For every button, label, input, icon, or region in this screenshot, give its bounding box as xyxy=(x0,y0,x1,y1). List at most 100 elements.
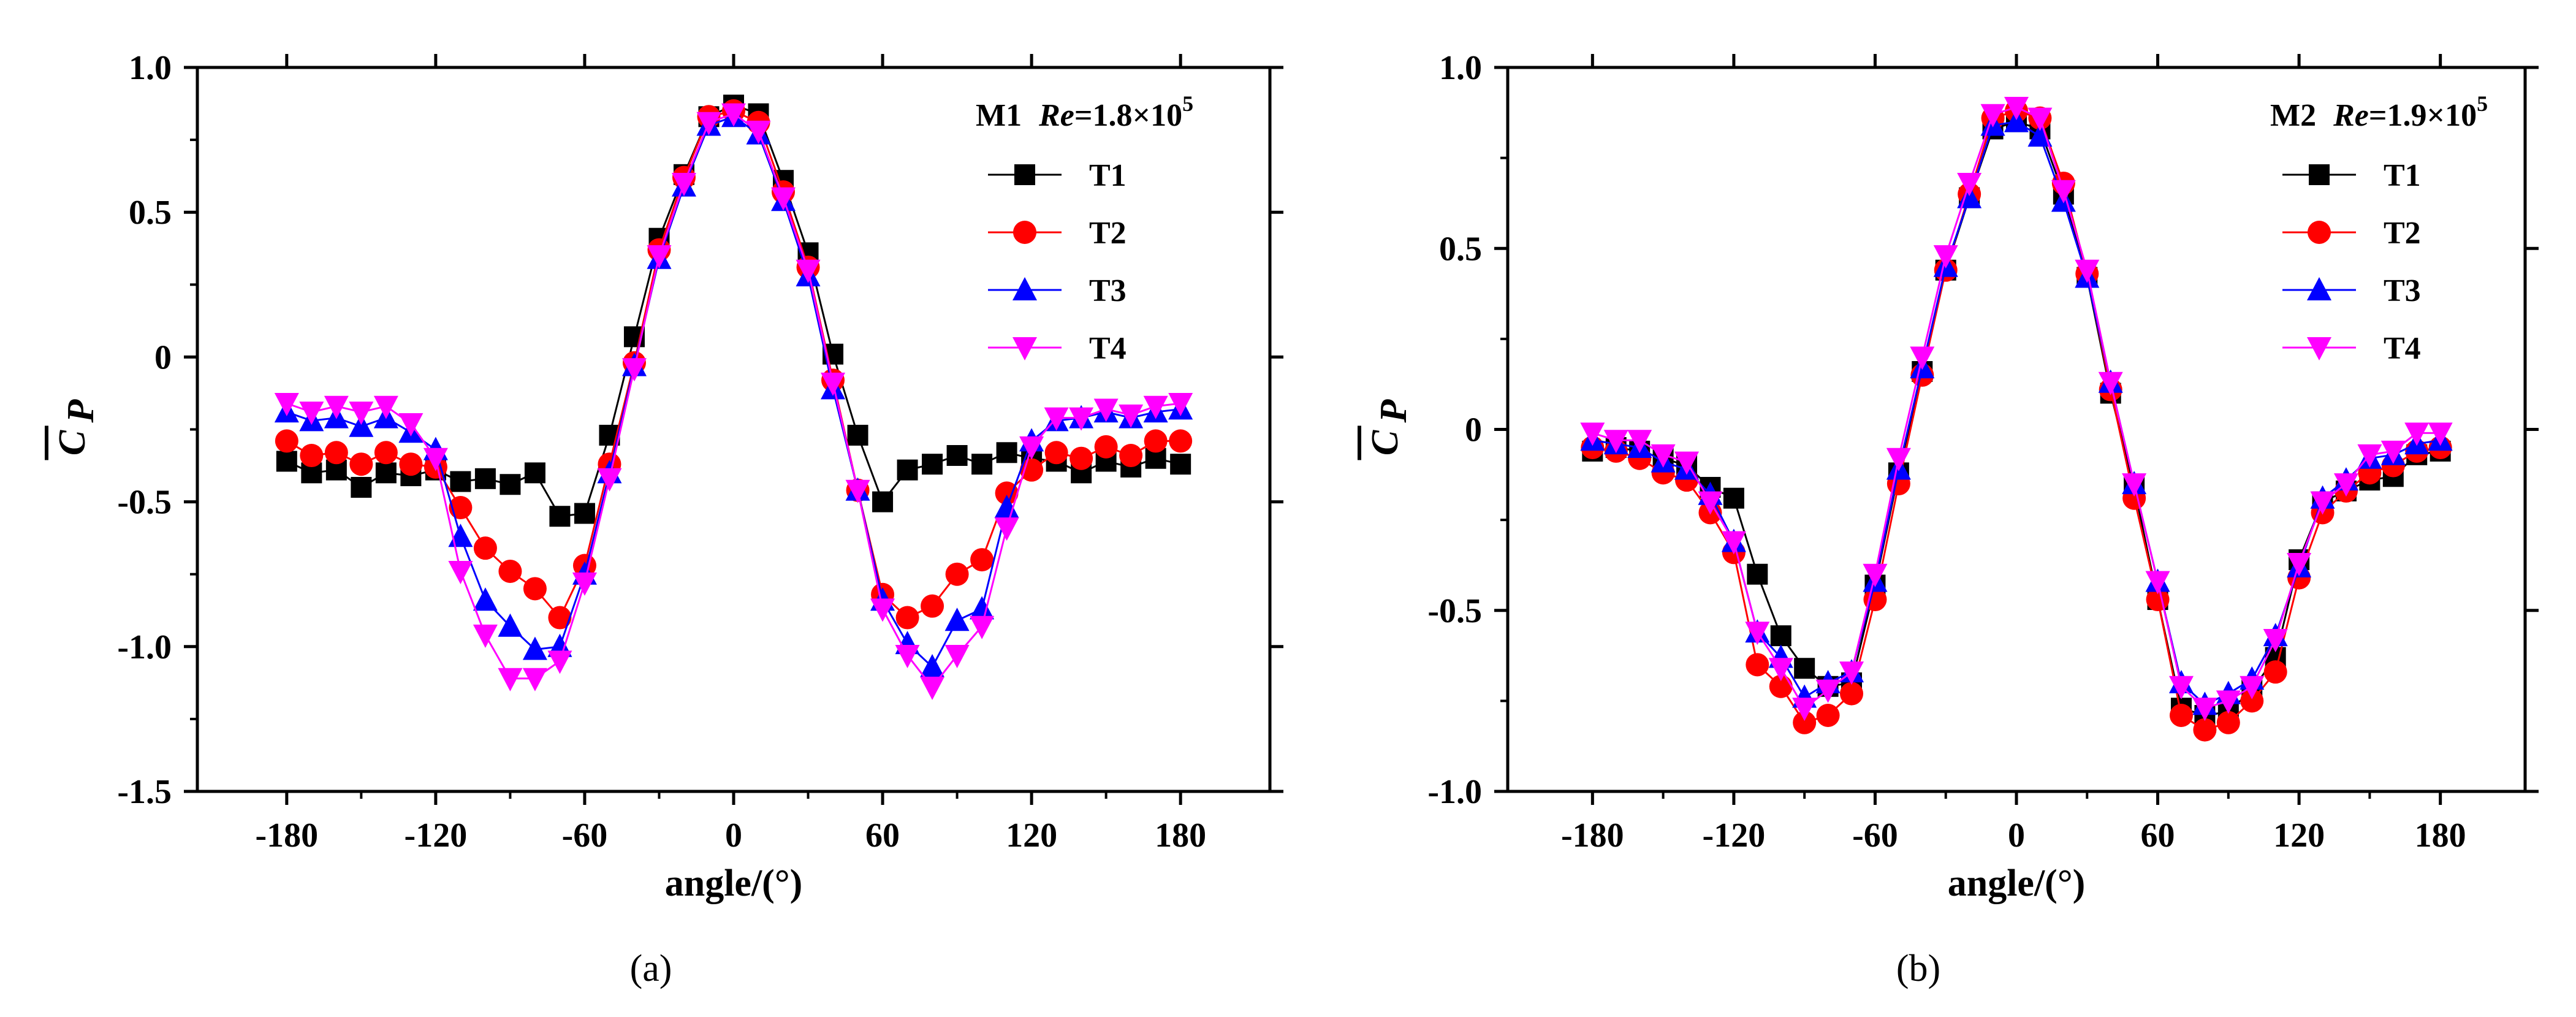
data-point-t4 xyxy=(1721,531,1746,555)
y-axis-title-main: C xyxy=(51,430,93,455)
chart-panel-a: -180 -120 -60 0 60 120 180 -1.5 -1.0 -0.5 0 0.5 1.0 a… xyxy=(45,49,1283,989)
data-point-t2 xyxy=(1119,444,1143,468)
data-point-t2 xyxy=(2240,689,2264,713)
data-point-t1 xyxy=(574,503,595,524)
series-line-t1 xyxy=(1592,121,2441,717)
data-point-t1 xyxy=(500,474,521,495)
data-point-t4 xyxy=(2122,473,2147,497)
y-axis-title: CP xyxy=(45,398,102,460)
x-tick-label: 0 xyxy=(725,817,742,855)
x-tick-label: 120 xyxy=(2273,817,2325,855)
data-point-t4 xyxy=(621,358,647,382)
data-point-t4 xyxy=(498,668,523,691)
data-point-t4 xyxy=(771,187,796,211)
data-point-t4 xyxy=(373,395,398,419)
y-axis-title-main: C xyxy=(1364,430,1406,455)
data-point-t1 xyxy=(996,442,1017,463)
legend-label-t1: T1 xyxy=(2384,158,2421,193)
y-tick-label: 0.5 xyxy=(129,194,172,232)
data-point-t1 xyxy=(1747,563,1768,585)
data-point-t4 xyxy=(2051,180,2076,204)
data-point-t2 xyxy=(945,562,969,586)
data-point-t1 xyxy=(1723,487,1744,509)
data-point-t4 xyxy=(721,103,746,127)
legend-marker-t3 xyxy=(2307,277,2331,300)
series-line-t2 xyxy=(286,110,1181,620)
data-point-t2 xyxy=(473,536,497,560)
data-point-t2 xyxy=(324,441,348,465)
data-point-t2 xyxy=(523,577,547,601)
data-point-t4 xyxy=(349,402,374,425)
data-point-t2 xyxy=(374,441,398,465)
data-point-t4 xyxy=(2357,444,2382,468)
data-point-t4 xyxy=(1143,395,1168,419)
data-point-t1 xyxy=(276,451,297,472)
legend-re-var: Re xyxy=(2333,98,2369,133)
data-point-t4 xyxy=(1044,407,1069,431)
data-point-t1 xyxy=(946,445,968,467)
data-point-t2 xyxy=(895,606,919,630)
series-t1 xyxy=(1582,111,2451,726)
legend-label-t2: T2 xyxy=(2384,216,2421,251)
series-line-t3 xyxy=(1592,121,2441,706)
chart-panel-b: -180 -120 -60 0 60 120 180 -1.0 -0.5 0 0.5 1.0 angle… xyxy=(1358,49,2539,989)
legend-header: M1 Re=1.8×105 xyxy=(976,91,1193,133)
x-tick-label: -60 xyxy=(1852,817,1898,855)
x-tick-label: 180 xyxy=(1155,817,1206,855)
data-point-t1 xyxy=(474,468,496,489)
series-t3 xyxy=(1580,109,2453,715)
data-point-t4 xyxy=(2216,690,2241,714)
data-point-t4 xyxy=(970,615,995,639)
data-point-t2 xyxy=(970,548,994,572)
series-t4 xyxy=(274,103,1193,700)
data-point-t3 xyxy=(349,413,374,437)
legend-label-t2: T2 xyxy=(1089,216,1127,251)
y-tick-label: -0.5 xyxy=(1427,592,1482,630)
data-point-t4 xyxy=(1745,622,1770,646)
data-point-t2 xyxy=(1070,446,1093,470)
data-point-t4 xyxy=(597,468,622,492)
series-line-t4 xyxy=(1592,106,2441,710)
data-point-t4 xyxy=(1119,404,1144,428)
data-point-t2 xyxy=(548,606,572,630)
legend-re-exponent: 5 xyxy=(1182,91,1193,116)
y-tick-label: 0.5 xyxy=(1439,230,1482,268)
y-axis-title: CP xyxy=(1358,398,1415,460)
data-point-t1 xyxy=(1770,625,1791,647)
data-point-t4 xyxy=(1815,679,1841,703)
data-point-t4 xyxy=(1980,104,2005,128)
data-point-t4 xyxy=(1957,172,1982,196)
data-point-t2 xyxy=(399,452,423,476)
data-point-t4 xyxy=(2310,491,2335,515)
x-tick-label: -180 xyxy=(256,817,319,855)
data-point-t4 xyxy=(547,650,572,674)
data-point-t2 xyxy=(1144,429,1168,453)
data-point-t4 xyxy=(920,676,945,700)
data-point-t4 xyxy=(821,372,846,396)
data-point-t1 xyxy=(1170,454,1191,475)
legend-label-t3: T3 xyxy=(1089,273,1127,308)
panel-caption: (b) xyxy=(1896,948,1940,989)
data-point-t4 xyxy=(1627,430,1652,454)
legend-model-label: M1 xyxy=(976,98,1022,133)
legend-re-exponent: 5 xyxy=(2477,91,2488,116)
x-tick-label: 180 xyxy=(2415,817,2466,855)
data-point-t4 xyxy=(796,259,821,283)
data-point-t4 xyxy=(2192,698,2217,722)
y-tick-label: -1.0 xyxy=(117,628,172,666)
data-point-t4 xyxy=(1933,245,1958,269)
data-point-t3 xyxy=(473,587,498,611)
data-point-t4 xyxy=(1674,451,1700,475)
data-point-t4 xyxy=(1792,698,1817,722)
x-axis-title: angle/(°) xyxy=(1948,863,2086,904)
data-point-t4 xyxy=(572,572,597,596)
data-point-t3 xyxy=(498,613,523,637)
data-point-t3 xyxy=(2027,123,2053,147)
data-point-t2 xyxy=(1746,653,1769,677)
legend-label-t3: T3 xyxy=(2384,273,2421,308)
legend-marker-t3 xyxy=(1013,277,1037,300)
data-point-t4 xyxy=(2004,96,2029,120)
y-tick-label: 1.0 xyxy=(1439,49,1482,87)
data-point-t4 xyxy=(299,402,324,425)
data-point-t4 xyxy=(1168,392,1193,416)
